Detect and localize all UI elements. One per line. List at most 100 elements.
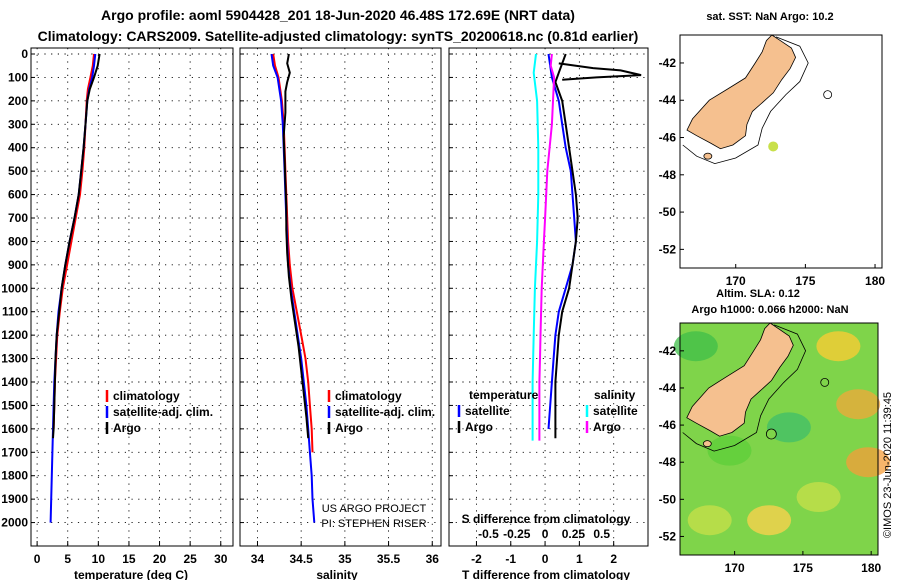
bathymetry-contour — [682, 324, 807, 452]
sst-map-title: sat. SST: NaN Argo: 10.2 — [706, 11, 833, 23]
sst-map: -42 -44 -46 -48 -50 -52 170 175 180 — [659, 34, 885, 288]
legend-label: satellite-adj. clim. — [113, 405, 213, 419]
temperature-panel: 0100200300400500600700800900100011001200… — [1, 47, 234, 580]
y-tick-label: 300 — [8, 117, 28, 131]
series-line-temperature-argo — [554, 53, 579, 439]
project-credit: US ARGO PROJECT — [322, 503, 427, 515]
map-frame — [679, 322, 879, 556]
pi-credit: PI: STEPHEN RISER — [321, 518, 426, 530]
sla-anomaly-patch — [816, 331, 861, 362]
lat-tick-label: -46 — [659, 418, 677, 432]
legend-label: climatology — [335, 389, 402, 403]
x-tick-label: 35 — [338, 552, 352, 566]
sla-anomaly-patch — [846, 447, 891, 478]
stewart-island — [702, 440, 712, 448]
lon-tick-label: 175 — [795, 274, 815, 288]
lon-tick-label: 170 — [726, 274, 746, 288]
y-tick-label: 1500 — [1, 398, 28, 412]
sla-anomaly-patch — [796, 482, 841, 512]
stewart-island — [703, 152, 713, 160]
sla-map: -42 -44 -46 -48 -50 -52 170 175 180 — [659, 322, 891, 575]
lat-tick-label: -44 — [659, 381, 677, 395]
sla-anomaly-patch — [747, 505, 792, 536]
x-tick-label: -2 — [471, 552, 482, 566]
x-tick-label: -1 — [505, 552, 516, 566]
lat-tick-label: -42 — [659, 56, 677, 70]
x-tick-label: 10 — [92, 552, 106, 566]
y-tick-label: 1100 — [2, 305, 28, 319]
sla-anomaly-patch — [707, 435, 752, 466]
y-tick-label: 1600 — [1, 422, 28, 436]
figure-title-line1: Argo profile: aoml 5904428_201 18-Jun-20… — [101, 7, 575, 23]
salinity-x-axis-label: salinity — [316, 568, 358, 580]
x-tick-label: 30 — [214, 552, 228, 566]
argo-float-location-marker — [768, 141, 779, 152]
legend-label: satellite-adj. clim. — [335, 405, 435, 419]
map-frame — [679, 34, 883, 269]
sla-map-title-line1: Altim. SLA: 0.12 — [716, 288, 800, 300]
x-tick-label: 34.5 — [289, 552, 313, 566]
new-zealand-south-island — [686, 322, 794, 437]
series-line-salinity-satellite — [531, 53, 540, 441]
sla-anomaly-patch — [687, 505, 732, 536]
sla-anomaly-patch — [836, 389, 881, 420]
lat-tick-label: -50 — [659, 492, 677, 506]
offshore-contour-ring — [823, 90, 833, 100]
lon-tick-label: 180 — [865, 274, 885, 288]
y-tick-label: 900 — [8, 258, 28, 272]
y-tick-label: 1200 — [1, 328, 28, 342]
lat-tick-label: -44 — [659, 93, 677, 107]
legend-label: Argo — [335, 421, 363, 435]
y-tick-label: 1800 — [1, 469, 28, 483]
series-line-climatology — [52, 53, 95, 429]
y-tick-label: 700 — [8, 211, 28, 225]
lat-tick-label: -48 — [659, 455, 677, 469]
x-tick-label: 36 — [426, 552, 440, 566]
y-tick-label: 100 — [8, 70, 28, 84]
x-tick-label: 0 — [542, 552, 549, 566]
offshore-contour-ring — [820, 377, 830, 387]
y-tick-label: 1400 — [1, 375, 28, 389]
salinity-panel: 34 34.5 35 35.5 36 climatology satellite-adj. … — [239, 47, 442, 580]
y-tick-label: 800 — [8, 234, 28, 248]
x-tick-label: 20 — [153, 552, 167, 566]
y-tick-label: 1900 — [1, 492, 28, 506]
y-tick-label: 1000 — [1, 281, 28, 295]
series-line-argo — [282, 53, 310, 439]
legend-label: satellite — [593, 404, 638, 418]
argo-float-location-marker — [765, 428, 777, 440]
y-tick-label: 200 — [8, 94, 28, 108]
lat-tick-label: -46 — [659, 131, 677, 145]
y-tick-label: 400 — [8, 141, 28, 155]
temperature-plot-frame — [30, 47, 234, 547]
figure-title-line2: Climatology: CARS2009. Satellite-adjuste… — [38, 28, 639, 44]
lat-tick-label: -50 — [659, 205, 677, 219]
difference-panel: -2 -1 0 1 2 -0.5 -0.25 0 0.25 0.5 temperature salin… — [448, 47, 649, 580]
y-tick-label: 600 — [8, 188, 28, 202]
y-tick-label: 0 — [21, 47, 28, 61]
y-tick-label: 1300 — [1, 352, 28, 366]
s-difference-axis-label: S difference from climatology — [462, 512, 631, 526]
series-line-argo — [52, 53, 101, 439]
lon-tick-label: 180 — [861, 561, 881, 575]
x-tick-label: 1 — [576, 552, 583, 566]
temperature-x-axis-label: temperature (deg C) — [74, 568, 188, 580]
argo-temperature-surface-spike — [558, 62, 642, 81]
lat-tick-label: -42 — [659, 344, 677, 358]
legend-label: Argo — [465, 420, 493, 434]
series-line-climatology — [272, 53, 314, 453]
lat-tick-label: -48 — [659, 168, 677, 182]
s-tick-label: -0.5 — [478, 527, 499, 541]
x-tick-label: 34 — [251, 552, 265, 566]
legend-label: satellite — [465, 404, 510, 418]
s-tick-label: 0.5 — [593, 527, 610, 541]
x-tick-label: 35.5 — [377, 552, 401, 566]
x-tick-label: 5 — [64, 552, 71, 566]
y-tick-label: 2000 — [1, 516, 28, 530]
legend-label: Argo — [593, 420, 621, 434]
t-difference-axis-label: T difference from climatology — [462, 568, 630, 580]
lon-tick-label: 175 — [793, 561, 813, 575]
series-line-salinity-argo — [538, 53, 556, 441]
lat-tick-label: -52 — [659, 529, 677, 543]
